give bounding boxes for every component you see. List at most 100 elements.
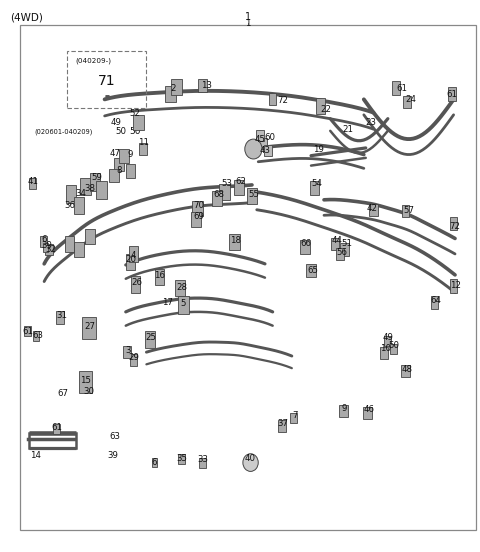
Text: 68: 68 <box>213 190 224 199</box>
Bar <box>336 248 344 260</box>
Text: 9: 9 <box>342 404 348 413</box>
Bar <box>269 93 276 105</box>
Bar <box>191 212 201 227</box>
Bar <box>165 86 176 102</box>
Text: 43: 43 <box>260 146 270 155</box>
Text: 61: 61 <box>23 327 33 336</box>
Text: 39: 39 <box>42 241 52 250</box>
Bar <box>402 205 409 217</box>
Text: 36: 36 <box>64 201 75 210</box>
Text: 8: 8 <box>116 166 122 174</box>
Bar <box>126 254 135 270</box>
Text: 46: 46 <box>363 405 374 414</box>
Bar <box>178 454 185 464</box>
Bar <box>74 242 84 257</box>
Bar <box>369 204 378 216</box>
Bar <box>119 148 129 162</box>
Bar <box>401 365 410 377</box>
Text: 25: 25 <box>146 333 156 342</box>
Bar <box>130 354 137 366</box>
Bar <box>229 234 240 250</box>
Bar <box>306 264 316 277</box>
Text: 49: 49 <box>383 333 393 342</box>
Text: 49: 49 <box>111 118 121 127</box>
Text: 41: 41 <box>27 177 38 185</box>
Text: 57: 57 <box>404 206 414 215</box>
Text: 54: 54 <box>312 179 322 188</box>
Bar <box>139 143 147 155</box>
Text: 53: 53 <box>221 179 232 188</box>
Bar <box>129 246 138 262</box>
Text: 59: 59 <box>92 173 102 182</box>
Text: 4: 4 <box>131 251 136 259</box>
Bar <box>199 458 206 468</box>
Bar <box>96 181 107 199</box>
Bar <box>29 178 36 189</box>
Bar <box>45 244 53 255</box>
Text: 48: 48 <box>402 365 412 374</box>
Bar <box>192 201 203 216</box>
Bar <box>66 185 76 203</box>
Bar <box>340 243 349 256</box>
Text: 51: 51 <box>341 240 352 248</box>
Bar <box>392 81 400 95</box>
Bar <box>80 178 91 195</box>
Text: 45: 45 <box>255 135 265 144</box>
Bar <box>65 236 74 252</box>
Bar <box>450 279 457 293</box>
Text: 28: 28 <box>176 283 187 291</box>
Text: 40: 40 <box>245 454 256 463</box>
Text: 62: 62 <box>236 177 246 185</box>
Bar <box>152 458 157 467</box>
Bar <box>56 310 64 325</box>
Text: 67: 67 <box>58 389 69 397</box>
Bar <box>212 191 222 206</box>
Text: 55: 55 <box>248 190 259 199</box>
Text: 22: 22 <box>320 105 331 114</box>
Text: 13: 13 <box>201 81 212 90</box>
Text: 16: 16 <box>155 272 165 280</box>
Text: 44: 44 <box>332 236 342 245</box>
Text: 27: 27 <box>85 322 96 331</box>
Bar <box>53 424 60 434</box>
Bar <box>175 280 185 296</box>
Text: 63: 63 <box>32 331 43 340</box>
Bar <box>43 243 48 252</box>
Text: 65: 65 <box>308 266 318 275</box>
Text: (4WD): (4WD) <box>11 12 43 22</box>
Bar <box>450 217 457 230</box>
Bar <box>82 317 96 339</box>
Text: 42: 42 <box>367 204 377 213</box>
Text: 1: 1 <box>245 19 251 28</box>
Bar <box>278 420 286 432</box>
Bar <box>126 164 135 178</box>
Text: 2: 2 <box>170 84 176 93</box>
Text: 39: 39 <box>108 451 118 460</box>
Text: 15: 15 <box>80 376 91 385</box>
Text: (020601-040209): (020601-040209) <box>35 128 93 135</box>
Bar <box>403 96 411 108</box>
Bar <box>264 145 272 156</box>
Bar <box>234 180 244 195</box>
Bar <box>131 276 140 293</box>
Bar <box>448 87 456 100</box>
Bar <box>109 168 119 182</box>
Text: 38: 38 <box>85 184 96 193</box>
Bar <box>39 236 47 247</box>
Bar <box>133 115 144 130</box>
Text: 14: 14 <box>31 451 41 460</box>
Text: 24: 24 <box>405 95 416 104</box>
Text: 30: 30 <box>84 388 94 396</box>
Text: 23: 23 <box>365 118 376 127</box>
Bar <box>363 407 372 419</box>
Text: 21: 21 <box>343 125 353 134</box>
Text: 7: 7 <box>292 411 298 420</box>
Text: 10: 10 <box>380 344 391 353</box>
Text: 61: 61 <box>447 91 457 99</box>
Bar <box>219 184 230 200</box>
Bar <box>33 331 39 341</box>
Bar <box>390 344 397 354</box>
Bar <box>339 405 348 417</box>
Bar <box>290 413 297 423</box>
Text: 37: 37 <box>278 420 288 428</box>
